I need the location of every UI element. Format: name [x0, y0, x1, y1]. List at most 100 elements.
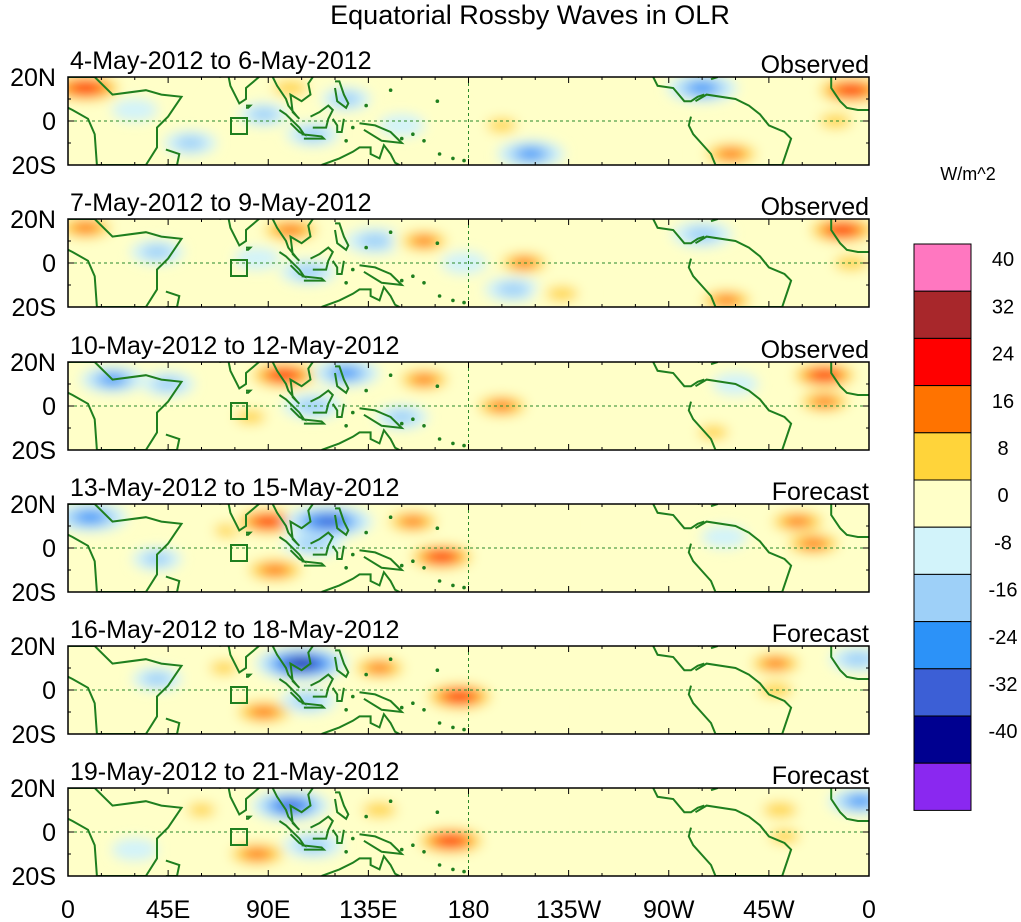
panel-date-range: 19-May-2012 to 21-May-2012: [70, 758, 399, 786]
colorbar: W/m^2 40 32 24 16 8 0 -8 -16 -24 -32 -40: [913, 164, 1018, 811]
coastlines: [68, 362, 869, 450]
anomaly-contour: [314, 516, 342, 527]
anomaly-contour: [111, 98, 158, 122]
anomaly-field: [80, 362, 864, 445]
anomaly-contour: [234, 247, 281, 270]
panel: 20N 0 20S 13-May-2012 to 15-May-2012 Forecas…: [10, 474, 870, 607]
x-tick-label: 135W: [536, 896, 602, 922]
colorbar-swatch: [913, 243, 972, 292]
coastline: [271, 504, 314, 547]
colorbar-swatch: [913, 762, 972, 811]
anomaly-contour: [496, 282, 530, 297]
coastline: [165, 859, 181, 876]
island-marker: [344, 281, 348, 285]
coastline: [830, 77, 869, 111]
coastline: [652, 788, 705, 814]
colorbar-swatch: [913, 479, 972, 528]
coastlines: [68, 788, 869, 876]
island-marker: [411, 843, 415, 847]
anomaly-contour: [187, 803, 216, 817]
colorbar-swatch: [913, 668, 972, 717]
anomaly-contour: [627, 843, 666, 865]
anomaly-contour: [256, 517, 281, 527]
island-marker: [451, 298, 455, 303]
coastline: [246, 673, 253, 678]
panel-date-range: 7-May-2012 to 9-May-2012: [70, 189, 372, 217]
x-tick-label: 45E: [146, 896, 190, 922]
colorbar-swatch: [913, 385, 972, 434]
island-marker: [399, 421, 404, 426]
colorbar-tick-label: -16: [989, 580, 1018, 602]
colorbar-swatch: [913, 337, 972, 387]
x-tick-label: 45W: [743, 896, 795, 922]
coastline: [334, 222, 350, 252]
coastlines: [68, 504, 869, 592]
colorbar-tick-label: 24: [992, 344, 1014, 366]
anomaly-contour: [783, 515, 812, 528]
coastline: [68, 219, 184, 307]
coastline: [697, 788, 719, 792]
anomaly-contour: [357, 233, 393, 249]
colorbar-swatch: [913, 715, 972, 764]
anomaly-field: [132, 646, 869, 727]
island-marker: [435, 810, 440, 814]
anomaly-contour: [819, 113, 852, 129]
x-tick-label: 90E: [246, 896, 290, 922]
island-marker: [411, 701, 415, 705]
anomaly-contour: [399, 516, 427, 528]
anomaly-contour: [799, 537, 828, 550]
island-marker: [437, 437, 442, 441]
coastline: [830, 646, 869, 680]
coastline: [310, 246, 335, 271]
panel: 20N 0 20S 7-May-2012 to 9-May-2012 Observed: [10, 189, 870, 322]
coastlines: [68, 219, 869, 307]
panel: 20N 0 20S 4-May-2012 to 6-May-2012 Observed: [10, 47, 870, 180]
panel: 20N 0 20S 16-May-2012 to 18-May-2012 Forecas…: [10, 616, 870, 749]
island-marker: [388, 515, 393, 519]
anomaly-contour: [688, 82, 717, 94]
x-tick-label: 135E: [339, 896, 397, 922]
anomaly-contour: [366, 662, 393, 674]
coastline: [246, 815, 253, 820]
anomaly-contour: [525, 515, 568, 537]
coastline: [697, 646, 719, 650]
coastline: [301, 275, 327, 282]
anomaly-contour: [491, 548, 535, 570]
island-marker: [399, 563, 404, 568]
coastline: [271, 646, 314, 689]
y-tick-label: 0: [42, 393, 56, 421]
y-tick-label: 20S: [12, 294, 56, 322]
y-tick-label: 20N: [10, 64, 56, 92]
anomaly-contour: [620, 243, 664, 265]
anomaly-contour: [111, 838, 158, 861]
island-marker: [437, 152, 442, 156]
region-box: [230, 544, 248, 562]
anomaly-contour: [141, 245, 173, 259]
island-marker: [388, 657, 393, 661]
anomaly-contour: [295, 398, 330, 414]
anomaly-contour: [72, 83, 99, 93]
coastline: [246, 104, 253, 109]
island-marker: [451, 156, 455, 161]
anomaly-contour: [71, 222, 100, 234]
colorbar-tick-label: -24: [989, 627, 1018, 649]
island-marker: [435, 526, 440, 530]
coastline: [697, 219, 719, 223]
coastline: [219, 504, 261, 532]
island-marker: [411, 417, 415, 422]
colorbar-swatch: [913, 526, 972, 575]
island-marker: [422, 708, 426, 712]
island-marker: [437, 721, 442, 725]
coastline: [687, 804, 793, 876]
anomaly-contour: [545, 286, 579, 301]
coastline: [359, 691, 405, 714]
coastline: [359, 549, 405, 572]
coastline: [331, 403, 345, 418]
panel-date-range: 10-May-2012 to 12-May-2012: [70, 332, 399, 360]
island-marker: [388, 230, 393, 234]
y-tick-label: 20S: [12, 579, 56, 607]
anomaly-field: [68, 77, 869, 165]
island-marker: [351, 552, 355, 557]
island-marker: [435, 241, 440, 245]
anomaly-contour: [834, 255, 869, 271]
